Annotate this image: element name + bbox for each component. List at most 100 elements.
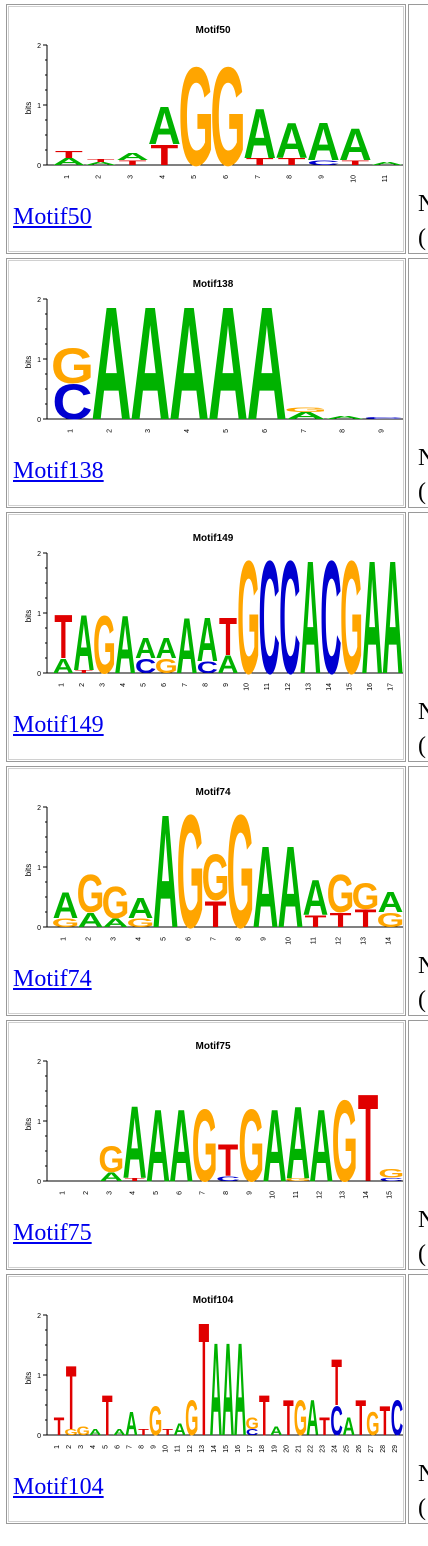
cell-border bbox=[8, 768, 404, 1014]
y-tick-label: 0 bbox=[37, 925, 41, 932]
motif-link[interactable]: Motif138 bbox=[13, 458, 104, 484]
logo-letter: A bbox=[53, 655, 74, 678]
logo-letter: A bbox=[208, 273, 248, 454]
position-label: 17 bbox=[247, 1445, 254, 1453]
logo-letter: A bbox=[173, 1420, 185, 1439]
position-label: 8 bbox=[340, 429, 347, 433]
logo-letter: A bbox=[169, 1088, 193, 1204]
logo-letter: G bbox=[77, 864, 105, 924]
logo-letter: T bbox=[355, 1390, 366, 1446]
position-label: 14 bbox=[386, 937, 393, 945]
logo-letter: A bbox=[53, 156, 86, 167]
position-label: 6 bbox=[114, 1445, 121, 1449]
y-tick-label: 2 bbox=[37, 43, 41, 50]
motif-link[interactable]: Motif104 bbox=[13, 1474, 104, 1500]
y-tick-label: 1 bbox=[37, 1119, 41, 1126]
logo-letter: G bbox=[285, 1177, 311, 1182]
position-label: 5 bbox=[191, 175, 198, 179]
logo-letter: A bbox=[378, 886, 404, 918]
logo-letter: T bbox=[199, 1290, 210, 1470]
logo-letter: G bbox=[98, 1139, 124, 1180]
logo-letter: T bbox=[218, 1136, 238, 1186]
position-label: 7 bbox=[255, 175, 262, 179]
logo-letter: A bbox=[153, 781, 179, 962]
logo-letter: G bbox=[294, 1390, 307, 1446]
logo-letter: A bbox=[169, 273, 209, 454]
motif-link[interactable]: Motif75 bbox=[13, 1220, 92, 1246]
description-char-1: N bbox=[418, 1207, 428, 1233]
position-label: 11 bbox=[382, 175, 389, 182]
logo-letter: A bbox=[103, 916, 129, 930]
position-label: 10 bbox=[163, 1445, 170, 1453]
position-label: 4 bbox=[159, 175, 166, 179]
y-tick-label: 0 bbox=[37, 163, 41, 170]
position-label: 4 bbox=[130, 1191, 137, 1195]
description-char-1: N bbox=[418, 953, 428, 979]
logo-letter: A bbox=[113, 1428, 126, 1437]
logo-letter: G bbox=[51, 339, 94, 395]
motif-row: Motif75 0 1 2 bits 1 2 A G 3 T A 4 A 5 A 6 G 7 C T 8 G 9 A 10 G A 11… bbox=[6, 1020, 406, 1270]
y-tick-label: 0 bbox=[37, 1433, 41, 1440]
motif-link[interactable]: Motif74 bbox=[13, 966, 92, 992]
position-label: 13 bbox=[199, 1445, 206, 1453]
position-label: 11 bbox=[264, 683, 271, 690]
logo-letter: G bbox=[149, 1397, 162, 1444]
motif-row: Motif50 0 1 2 bits A T 1 A T 2 T A 3 T A 4 G 5 G 6 T A 7 T A 8 C A 9 T… bbox=[6, 4, 406, 254]
position-label: 15 bbox=[223, 1445, 230, 1453]
position-label: 3 bbox=[111, 937, 118, 941]
position-label: 4 bbox=[184, 429, 191, 433]
y-tick-label: 2 bbox=[37, 1059, 41, 1066]
motif-link[interactable]: Motif149 bbox=[13, 712, 104, 738]
description-char-1: N bbox=[418, 445, 428, 471]
logo-letter: A bbox=[99, 1170, 123, 1184]
position-label: 3 bbox=[99, 683, 106, 687]
position-label: 6 bbox=[161, 683, 168, 687]
position-label: 8 bbox=[202, 683, 209, 687]
logo-letter: G bbox=[227, 781, 255, 962]
motif-description-cell: N ( bbox=[408, 766, 428, 1016]
position-label: 11 bbox=[175, 1445, 182, 1452]
logo-letter: A bbox=[148, 95, 181, 155]
y-tick-label: 1 bbox=[37, 1373, 41, 1380]
logo-letter: T bbox=[150, 140, 178, 172]
position-label: 10 bbox=[286, 937, 293, 945]
position-label: 11 bbox=[311, 937, 318, 944]
description-char-2: ( bbox=[418, 479, 426, 505]
logo-letter: C bbox=[391, 1390, 403, 1446]
logo-letter: T bbox=[55, 149, 83, 160]
position-label: 3 bbox=[106, 1191, 113, 1195]
description-char-2: ( bbox=[418, 1495, 426, 1521]
position-label: 7 bbox=[182, 683, 189, 687]
position-label: 8 bbox=[287, 175, 294, 179]
position-label: 14 bbox=[326, 683, 333, 691]
motif-description-cell: N ( bbox=[408, 258, 428, 508]
y-axis-label: bits bbox=[24, 864, 33, 876]
logo-letter: A bbox=[253, 823, 279, 953]
logo-letter: G bbox=[177, 781, 205, 962]
position-label: 13 bbox=[340, 1191, 347, 1199]
logo-letter: T bbox=[330, 909, 352, 932]
logo-letter: A bbox=[146, 1088, 170, 1204]
y-tick-label: 0 bbox=[37, 671, 41, 678]
logo-letter: A bbox=[278, 823, 304, 953]
logo-letter: T bbox=[54, 603, 72, 672]
logo-letter: T bbox=[305, 912, 327, 930]
position-label: 9 bbox=[223, 683, 230, 687]
motif-link[interactable]: Motif50 bbox=[13, 204, 92, 230]
position-label: 15 bbox=[347, 683, 354, 691]
logo-letter: A bbox=[210, 1317, 222, 1464]
logo-letter: A bbox=[78, 909, 104, 932]
position-label: 14 bbox=[363, 1191, 370, 1199]
description-char-2: ( bbox=[418, 733, 426, 759]
logo-letter: T bbox=[319, 1413, 330, 1441]
logo-title: Motif75 bbox=[196, 1041, 231, 1052]
logo-letter: A bbox=[339, 119, 372, 170]
logo-letter: A bbox=[300, 527, 321, 708]
position-label: 3 bbox=[145, 429, 152, 433]
y-tick-label: 2 bbox=[37, 1313, 41, 1320]
position-label: 27 bbox=[368, 1445, 375, 1453]
position-label: 1 bbox=[64, 175, 71, 179]
